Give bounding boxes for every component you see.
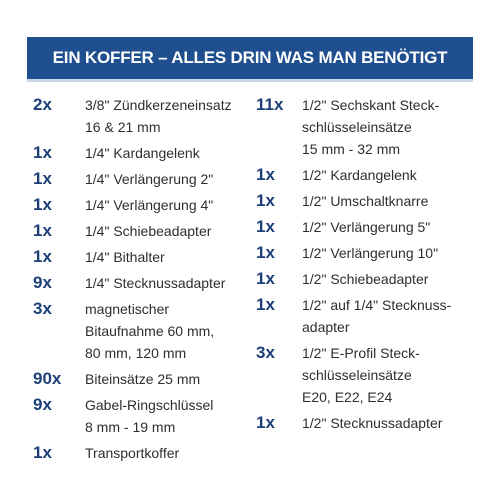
- item-description: Biteinsätze 25 mm: [85, 371, 201, 387]
- item-quantity: 1x: [33, 221, 52, 240]
- item-description: E20, E22, E24: [302, 389, 393, 405]
- item-description: 1/4" Schiebeadapter: [85, 223, 212, 239]
- item-quantity: 1x: [33, 443, 52, 462]
- item-quantity: 1x: [256, 191, 275, 210]
- item-description: Transportkoffer: [85, 445, 180, 461]
- item-quantity: 9x: [33, 273, 52, 292]
- item-description: 1/4" Kardangelenk: [85, 145, 200, 161]
- item-quantity: 1x: [33, 195, 52, 214]
- item-description: magnetischer: [85, 301, 170, 317]
- item-description: 1/2" Sechskant Steck-: [302, 97, 440, 113]
- item-quantity: 90x: [33, 369, 62, 388]
- item-description: 1/2" Verlängerung 5": [302, 219, 431, 235]
- item-description: 1/2" Stecknussadapter: [302, 415, 443, 431]
- item-description: 16 & 21 mm: [85, 119, 161, 135]
- item-quantity: 1x: [256, 295, 275, 314]
- item-description: 1/4" Stecknussadapter: [85, 275, 226, 291]
- item-quantity: 1x: [256, 165, 275, 184]
- item-description: 1/4" Verlängerung 4": [85, 197, 214, 213]
- item-description: 1/4" Verlängerung 2": [85, 171, 214, 187]
- item-description: Gabel-Ringschlüssel: [85, 397, 214, 413]
- item-quantity: 3x: [256, 343, 275, 362]
- item-description: Bitaufnahme 60 mm,: [85, 323, 215, 339]
- item-description: 1/2" E-Profil Steck-: [302, 345, 420, 361]
- item-description: 15 mm - 32 mm: [302, 141, 401, 157]
- item-quantity: 1x: [33, 169, 52, 188]
- item-quantity: 1x: [256, 413, 275, 432]
- item-quantity: 11x: [256, 95, 284, 114]
- item-description: 1/2" auf 1/4" Stecknuss-: [302, 297, 452, 313]
- item-description: schlüsseleinsätze: [302, 367, 412, 383]
- item-description: 1/4" Bithalter: [85, 249, 165, 265]
- item-quantity: 1x: [256, 217, 275, 236]
- item-description: 1/2" Umschaltknarre: [302, 193, 429, 209]
- item-description: 8 mm - 19 mm: [85, 419, 176, 435]
- item-quantity: 9x: [33, 395, 52, 414]
- item-quantity: 1x: [256, 269, 275, 288]
- item-quantity: 2x: [33, 95, 52, 114]
- item-description: 3/8" Zündkerzeneinsatz: [85, 97, 232, 113]
- item-description: adapter: [302, 319, 350, 335]
- header-title: EIN KOFFER – ALLES DRIN WAS MAN BENÖTIGT: [27, 37, 473, 82]
- item-description: 1/2" Schiebeadapter: [302, 271, 429, 287]
- item-quantity: 1x: [33, 247, 52, 266]
- item-description: 80 mm, 120 mm: [85, 345, 187, 361]
- item-quantity: 1x: [256, 243, 275, 262]
- item-quantity: 3x: [33, 299, 52, 318]
- item-description: schlüsseleinsätze: [302, 119, 412, 135]
- item-quantity: 1x: [33, 143, 52, 162]
- item-description: 1/2" Verlängerung 10": [302, 245, 439, 261]
- item-description: 1/2" Kardangelenk: [302, 167, 417, 183]
